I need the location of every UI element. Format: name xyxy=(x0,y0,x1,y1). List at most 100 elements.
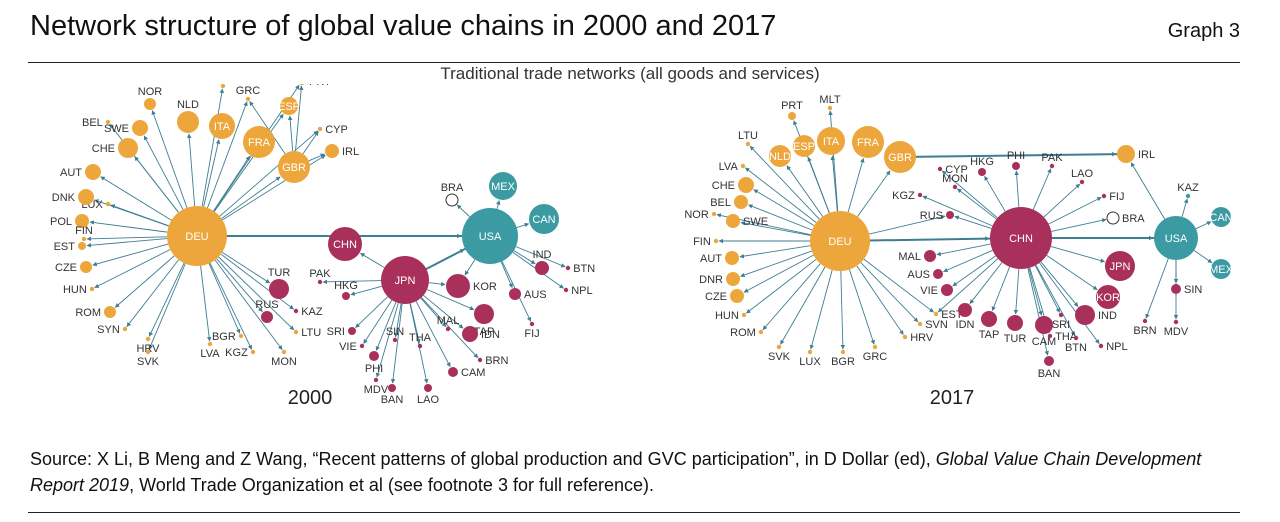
node-label-bgr: BGR xyxy=(212,331,236,343)
node-mlt-2017: MLT xyxy=(819,94,841,111)
node-swe-2000: SWE xyxy=(104,120,148,136)
edge-usa-kaz xyxy=(1181,198,1189,217)
edge-deu-fin xyxy=(86,236,168,242)
node-label-chn: CHN xyxy=(333,239,357,251)
node-cam-2000: CAM xyxy=(448,367,485,379)
node-label-phi: PHI xyxy=(365,363,383,375)
node-svk-2000: SVK xyxy=(137,349,160,368)
node-label-swe: SWE xyxy=(743,216,768,228)
edge-chn-tap xyxy=(991,266,1011,312)
node-circle-can xyxy=(529,204,559,234)
node-label-fin: FIN xyxy=(693,236,711,248)
node-circle-hrv xyxy=(145,336,151,342)
node-circle-tap xyxy=(981,311,997,327)
node-che-2000: CHE xyxy=(92,138,138,158)
node-esp-2000: ESP xyxy=(278,97,300,115)
node-pak-2000: PAK xyxy=(309,268,331,285)
node-pol-2000: POL xyxy=(50,214,89,228)
node-npl-2017: NPL xyxy=(1098,341,1128,353)
node-sri-2017: SRI xyxy=(1052,312,1070,331)
node-kaz-2017: KAZ xyxy=(1177,182,1199,199)
node-label-svn: SVN xyxy=(925,319,948,331)
node-mdv-2017: MDV xyxy=(1164,319,1189,338)
node-chn-2017: CHN xyxy=(990,207,1052,269)
node-circle-sin xyxy=(392,337,398,343)
node-label-fij: FIJ xyxy=(524,328,539,340)
node-cyp-2017: CYP xyxy=(937,164,968,176)
edge-chn-hkg xyxy=(984,175,1006,212)
source-note: Source: X Li, B Meng and Z Wang, “Recent… xyxy=(30,446,1242,498)
edge-deu-syn xyxy=(126,259,179,327)
edge-deu-ltu xyxy=(218,256,295,331)
node-label-mdv: MDV xyxy=(1164,326,1189,338)
node-label-aus: AUS xyxy=(907,269,930,281)
node-mon-2000: MON xyxy=(271,349,297,368)
node-rom-2017: ROM xyxy=(730,327,764,339)
node-circle-ita xyxy=(209,113,235,139)
node-label-brn: BRN xyxy=(1133,325,1156,337)
node-gbr-2017: GBR xyxy=(884,141,916,173)
node-label-hrv: HRV xyxy=(910,332,934,344)
node-brn-2017: BRN xyxy=(1133,318,1157,337)
node-label-irl: IRL xyxy=(342,146,359,158)
node-ban-2017: BAN xyxy=(1038,356,1060,380)
node-chn-2000: CHN xyxy=(328,227,362,261)
node-fra-2017: FRA xyxy=(852,126,884,158)
edge-deu-bgr xyxy=(840,270,846,350)
node-label-idn: IDN xyxy=(956,319,975,331)
edge-chn-pak xyxy=(1032,168,1052,210)
edge-jpn-sri xyxy=(355,296,389,328)
node-fin-2017: FIN xyxy=(693,236,719,248)
node-label-phi: PHI xyxy=(1007,150,1025,162)
edge-chn-ban xyxy=(1027,268,1049,356)
node-label-rom: ROM xyxy=(75,307,101,319)
node-circle-dnk xyxy=(78,189,94,205)
node-label-jpn: JPN xyxy=(395,275,416,287)
node-circle-cze xyxy=(80,261,92,273)
node-label-bra: BRA xyxy=(441,182,464,194)
edge-jpn-lao xyxy=(409,303,429,384)
edge-deu-rus xyxy=(869,214,946,235)
node-label-grc: GRC xyxy=(863,351,888,363)
node-label-mal: MAL xyxy=(437,315,460,327)
edge-jpn-ban xyxy=(390,303,403,384)
node-usa-2017: USA xyxy=(1154,216,1198,260)
node-label-bra: BRA xyxy=(1122,213,1145,225)
node-circle-pak xyxy=(317,279,323,285)
node-nor-2000: NOR xyxy=(138,86,162,110)
node-circle-jpn xyxy=(1105,251,1135,281)
node-circle-irl xyxy=(1117,145,1135,163)
node-circle-grc xyxy=(245,96,251,102)
node-phi-2017: PHI xyxy=(1007,150,1025,170)
node-vie-2000: VIE xyxy=(339,341,365,353)
node-label-kor: KOR xyxy=(1096,292,1120,304)
edge-deu-bel xyxy=(748,204,813,231)
edge-deu-cyp xyxy=(219,130,319,217)
edge-chn-bra xyxy=(1051,218,1107,232)
node-label-hkg: HKG xyxy=(334,280,358,292)
network-nodes: DEUUSAJPNLUXNORNLDMLTGRCPRTBELSWEITAESPC… xyxy=(50,84,1234,406)
node-circle-chn xyxy=(990,207,1052,269)
node-syn-2000: SYN xyxy=(97,324,128,336)
edge-deu-mlt xyxy=(828,110,839,212)
node-circle-esp xyxy=(280,97,298,115)
node-label-can: CAN xyxy=(532,214,555,226)
node-jpn-2017: JPN xyxy=(1105,251,1135,281)
node-rom-2000: ROM xyxy=(75,306,116,319)
edge-deu-aut xyxy=(100,176,172,221)
node-circle-btn xyxy=(1073,335,1079,341)
node-circle-cyp xyxy=(317,126,323,132)
node-label-prt: PRT xyxy=(781,100,803,112)
node-circle-npl xyxy=(563,287,569,293)
node-label-syn: SYN xyxy=(97,324,120,336)
node-label-dnr: DNR xyxy=(699,274,723,286)
node-circle-esp xyxy=(793,135,815,157)
edge-jpn-cam xyxy=(415,301,451,368)
node-lao-2017: LAO xyxy=(1071,168,1093,185)
node-circle-svk xyxy=(145,349,151,355)
edge-deu-est xyxy=(863,258,934,313)
node-label-mal: MAL xyxy=(898,251,921,263)
edge-gbr-irl xyxy=(308,153,326,162)
node-tap-2000: TAP xyxy=(474,304,494,338)
node-circle-sin xyxy=(1171,284,1181,294)
